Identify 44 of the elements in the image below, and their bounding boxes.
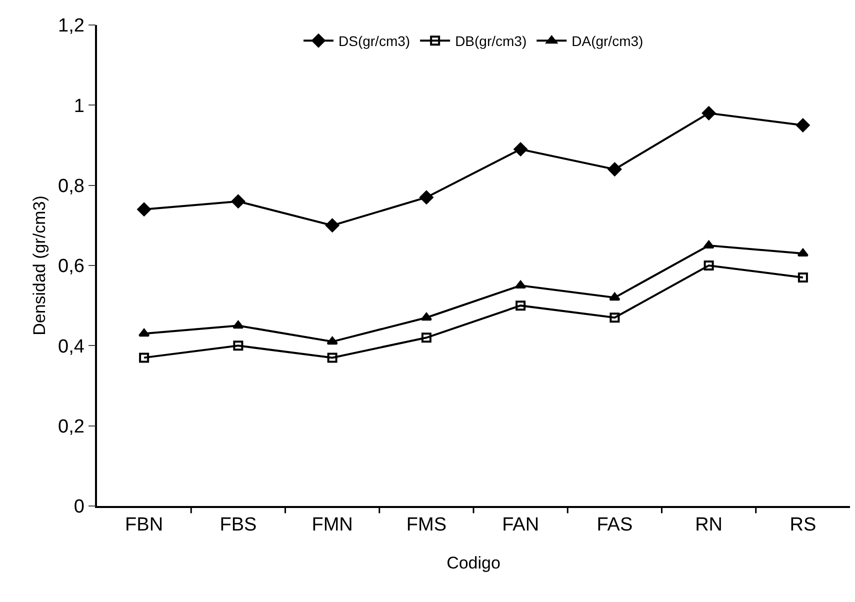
point <box>421 332 432 343</box>
y-tick-label: 1,2 <box>58 16 84 37</box>
point <box>231 194 246 208</box>
point <box>420 190 434 204</box>
y-tick-label: 0,6 <box>58 256 84 278</box>
x-tick-label: RS <box>790 514 816 536</box>
x-tick-label: FAS <box>596 514 633 536</box>
point <box>514 142 528 156</box>
y-axis-title: Densidad (gr/cm3) <box>30 196 50 336</box>
y-tick-label: 0 <box>74 496 84 518</box>
point <box>326 336 338 345</box>
point <box>608 162 622 176</box>
point <box>609 292 620 301</box>
x-tick-label: RN <box>695 514 723 536</box>
x-tick-label: FMN <box>312 514 353 536</box>
point <box>137 202 151 216</box>
x-tick-label: FMS <box>406 514 446 536</box>
point <box>514 280 526 289</box>
y-tick-label: 0,2 <box>58 416 84 438</box>
legend-label: DA(gr/cm3) <box>572 33 644 50</box>
point <box>138 328 150 337</box>
point <box>327 352 338 363</box>
x-tick-label: FBS <box>220 514 257 536</box>
point <box>232 320 244 329</box>
point <box>420 312 432 321</box>
point <box>702 106 716 120</box>
legend-label: DS(gr/cm3) <box>338 33 410 50</box>
y-tick-label: 1 <box>74 96 84 117</box>
point <box>798 272 808 283</box>
point <box>796 118 810 132</box>
point <box>139 352 150 363</box>
x-tick-label: FBN <box>125 514 164 536</box>
x-axis-title: Codigo <box>446 553 500 572</box>
point <box>233 340 244 351</box>
point <box>797 248 809 256</box>
point <box>325 218 340 232</box>
y-tick-label: 0,8 <box>58 176 84 197</box>
y-tick-label: 0,4 <box>58 336 85 358</box>
point <box>704 260 714 270</box>
point <box>610 312 620 323</box>
point <box>516 300 526 311</box>
point <box>703 240 714 248</box>
x-tick-label: FAN <box>502 514 540 536</box>
legend-label: DB(gr/cm3) <box>455 33 527 50</box>
